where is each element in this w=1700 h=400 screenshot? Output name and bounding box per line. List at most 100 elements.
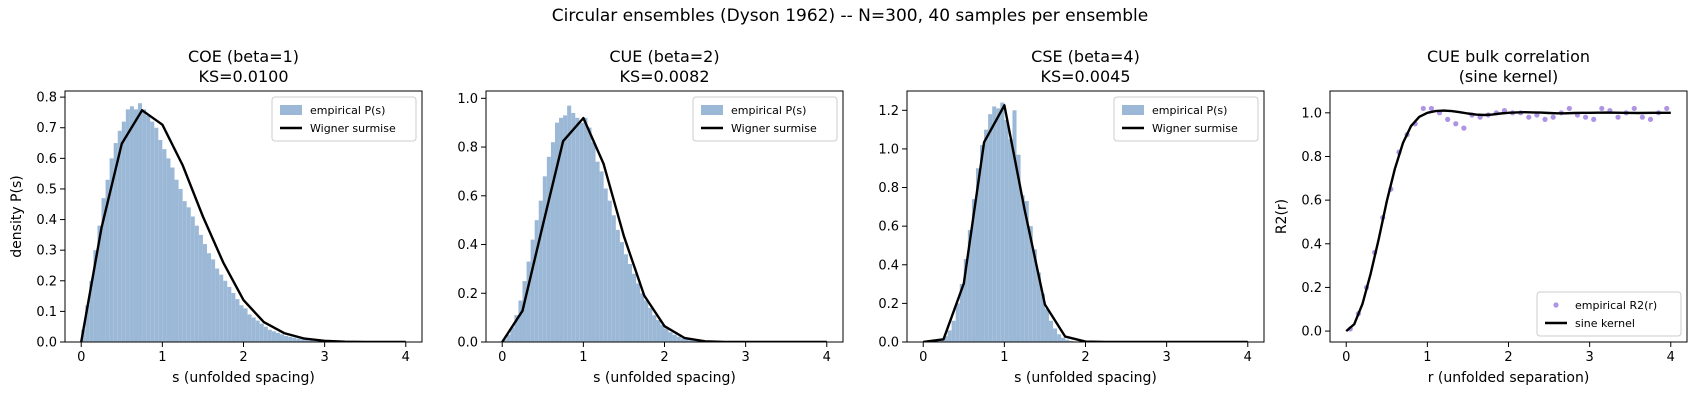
- scatter-point: [1428, 105, 1435, 112]
- panel-title: COE (beta=1): [188, 47, 299, 66]
- scatter-point: [1542, 116, 1548, 122]
- legend-label: empirical P(s): [731, 104, 806, 117]
- histogram-bar: [619, 242, 624, 342]
- histogram-bar: [676, 336, 681, 342]
- histogram-bar: [518, 300, 523, 342]
- legend: empirical P(s) Wigner surmise: [271, 96, 417, 142]
- plot-area: [80, 103, 406, 342]
- legend-box: [1536, 291, 1682, 337]
- histogram-bar: [251, 317, 256, 342]
- histogram-bar: [255, 320, 260, 342]
- histogram-bar: [158, 139, 163, 342]
- y-tick-label: 0.2: [878, 297, 899, 312]
- y-tick-label: 0.2: [36, 274, 57, 289]
- y-tick-label: 1.2: [878, 104, 899, 119]
- panel-2: 0 1 2 3 4 0.0 0.2 0.4 0.6 0.8 1.0 CUE (beta=2)KS=0.…: [457, 47, 844, 386]
- y-tick-label: 1.0: [1301, 106, 1322, 121]
- histogram-bar: [996, 108, 1001, 342]
- panel-subtitle: (sine kernel): [1459, 67, 1559, 86]
- histogram-bar: [292, 337, 297, 342]
- legend-label: Wigner surmise: [310, 122, 396, 135]
- histogram-bar: [554, 122, 560, 342]
- x-tick-label: 4: [823, 350, 831, 365]
- histogram-bar: [284, 335, 289, 342]
- x-tick-label: 4: [1667, 350, 1675, 365]
- histogram-bar: [296, 338, 301, 342]
- histogram-bar: [190, 216, 195, 342]
- x-tick-label: 1: [158, 350, 166, 365]
- x-tick-label: 0: [77, 350, 85, 365]
- legend-label: empirical P(s): [1152, 104, 1227, 117]
- scatter-point: [1591, 116, 1597, 122]
- x-tick-label: 2: [1081, 350, 1089, 365]
- legend-box: [692, 96, 838, 142]
- panel-subtitle: KS=0.0082: [619, 67, 709, 86]
- histogram-bar: [623, 254, 628, 342]
- histogram-bar: [271, 331, 276, 342]
- histogram-bar: [154, 127, 159, 342]
- histogram-bar: [644, 300, 649, 342]
- histogram-bar: [1016, 154, 1021, 342]
- y-axis-label: density P(s): [9, 175, 25, 257]
- histogram-bar: [235, 299, 240, 342]
- y-tick-label: 0.6: [878, 220, 899, 235]
- histogram-bar: [648, 307, 653, 342]
- histogram-bar: [129, 106, 134, 342]
- histogram-bar: [239, 305, 244, 342]
- suptitle: Circular ensembles (Dyson 1962) -- N=300…: [552, 6, 1148, 26]
- panel-title: CUE (beta=2): [609, 47, 719, 66]
- histogram-bar: [121, 121, 126, 342]
- histogram-bar: [113, 143, 118, 342]
- y-tick-label: 0.4: [1301, 237, 1322, 252]
- y-tick-label: 0.8: [36, 91, 57, 106]
- histogram-bar: [510, 327, 515, 342]
- histogram-bar: [656, 320, 661, 342]
- x-tick-label: 0: [919, 350, 927, 365]
- histogram-bar: [971, 199, 976, 342]
- x-axis-label: s (unfolded spacing): [1014, 370, 1157, 386]
- y-tick-label: 0.3: [36, 244, 57, 259]
- legend-swatch-histogram: [1122, 105, 1144, 115]
- histogram-bar: [550, 142, 555, 342]
- histogram-bar: [1004, 119, 1009, 342]
- legend-label: empirical P(s): [310, 104, 385, 117]
- x-tick-label: 0: [1342, 350, 1350, 365]
- scatter-point: [1566, 105, 1572, 112]
- histogram-bar: [1065, 339, 1070, 342]
- histogram-bar: [538, 200, 543, 342]
- panel-4: 0 1 2 3 4 0.0 0.2 0.4 0.6 0.8 1.0 CUE bulk correlat…: [1274, 47, 1688, 386]
- histogram-bar: [198, 234, 203, 342]
- x-tick-label: 3: [320, 350, 328, 365]
- histogram-bar: [579, 122, 584, 342]
- histogram-bar: [688, 340, 693, 342]
- histogram-bar: [186, 207, 191, 342]
- legend-label: empirical R2(r): [1575, 299, 1657, 312]
- histogram-bar: [85, 305, 90, 342]
- histogram-bar: [280, 334, 285, 342]
- panel-1: 0 1 2 3 4 0.0 0.1 0.2 0.3 0.4 0.5 0.6 0.7 0.8 COE (bet…: [9, 47, 423, 386]
- histogram-bar: [627, 264, 633, 342]
- y-tick-label: 0.6: [457, 189, 478, 204]
- y-tick-label: 0.0: [1301, 325, 1322, 340]
- histogram-bar: [943, 336, 948, 342]
- y-tick-label: 0.8: [1301, 150, 1322, 165]
- histogram-bar: [1061, 337, 1066, 342]
- x-axis-label: r (unfolded separation): [1428, 370, 1590, 386]
- histogram-bar: [587, 127, 592, 342]
- y-tick-label: 0.0: [878, 336, 899, 351]
- histogram-bar: [1020, 195, 1025, 342]
- x-tick-label: 1: [579, 350, 587, 365]
- x-tick-label: 3: [1585, 350, 1593, 365]
- histogram-bar: [668, 332, 673, 342]
- x-tick-label: 4: [1244, 350, 1252, 365]
- histogram-bar: [975, 168, 981, 342]
- theory-curve: [501, 116, 827, 342]
- histogram-bar: [591, 142, 596, 342]
- histogram-bar: [166, 158, 171, 342]
- histogram-bar: [632, 273, 637, 342]
- histogram-bar: [162, 149, 167, 342]
- legend-box: [271, 96, 417, 142]
- legend-box: [1113, 96, 1259, 142]
- histogram-bar: [595, 161, 600, 342]
- histogram-bar: [939, 339, 944, 342]
